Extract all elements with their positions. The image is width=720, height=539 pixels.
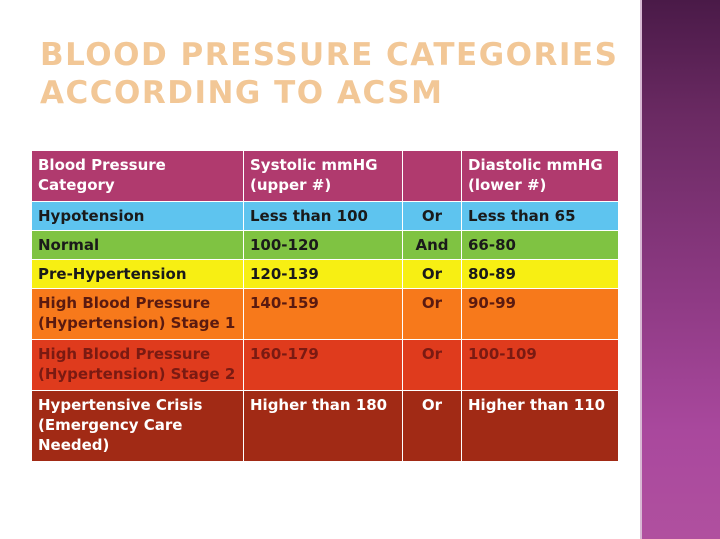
blood-pressure-table: Blood Pressure Category Systolic mmHG (u… (31, 150, 619, 462)
diastolic-cell: 100-109 (461, 339, 619, 391)
category-cell: Pre-Hypertension (31, 259, 244, 289)
systolic-cell: Higher than 180 (243, 390, 403, 462)
table-row-stage-1: High Blood Pressure (Hypertension) Stage… (31, 288, 619, 340)
diastolic-cell: 80-89 (461, 259, 619, 289)
category-cell: Hypertensive Crisis (Emergency Care Need… (31, 390, 244, 462)
systolic-cell: Less than 100 (243, 201, 403, 231)
conjunction-cell: Or (402, 288, 462, 340)
title-line-2: ACCORDING TO ACSM (40, 75, 444, 111)
diastolic-cell: 90-99 (461, 288, 619, 340)
header-conjunction (402, 150, 462, 202)
category-cell: High Blood Pressure (Hypertension) Stage… (31, 288, 244, 340)
slide-title: BLOOD PRESSURE CATEGORIES ACCORDING TO A… (40, 36, 630, 112)
header-diastolic: Diastolic mmHG (lower #) (461, 150, 619, 202)
header-systolic: Systolic mmHG (upper #) (243, 150, 403, 202)
header-category: Blood Pressure Category (31, 150, 244, 202)
table-header-row: Blood Pressure Category Systolic mmHG (u… (31, 150, 619, 202)
diastolic-cell: Higher than 110 (461, 390, 619, 462)
systolic-cell: 140-159 (243, 288, 403, 340)
category-cell: High Blood Pressure (Hypertension) Stage… (31, 339, 244, 391)
decorative-side-band (642, 0, 720, 539)
category-cell: Hypotension (31, 201, 244, 231)
table-row-hypotension: Hypotension Less than 100 Or Less than 6… (31, 201, 619, 231)
title-line-1: BLOOD PRESSURE CATEGORIES (40, 37, 619, 73)
category-cell: Normal (31, 230, 244, 260)
table-row-pre-hypertension: Pre-Hypertension 120-139 Or 80-89 (31, 259, 619, 289)
diastolic-cell: 66-80 (461, 230, 619, 260)
table-row-stage-2: High Blood Pressure (Hypertension) Stage… (31, 339, 619, 391)
systolic-cell: 120-139 (243, 259, 403, 289)
side-band-edge (640, 0, 643, 539)
table-row-normal: Normal 100-120 And 66-80 (31, 230, 619, 260)
conjunction-cell: Or (402, 390, 462, 462)
conjunction-cell: Or (402, 259, 462, 289)
systolic-cell: 160-179 (243, 339, 403, 391)
table-row-hypertensive-crisis: Hypertensive Crisis (Emergency Care Need… (31, 390, 619, 462)
conjunction-cell: Or (402, 339, 462, 391)
systolic-cell: 100-120 (243, 230, 403, 260)
diastolic-cell: Less than 65 (461, 201, 619, 231)
conjunction-cell: And (402, 230, 462, 260)
conjunction-cell: Or (402, 201, 462, 231)
